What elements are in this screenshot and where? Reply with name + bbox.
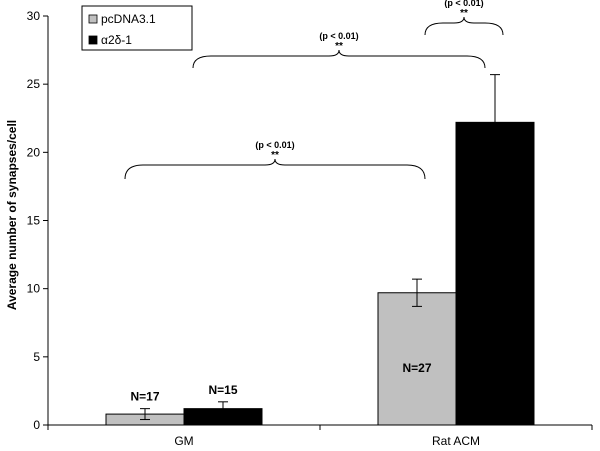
significance-stars: ** [460,8,468,19]
n-label: N=23 [480,226,509,240]
n-labels: N=17 N=15 N=27 N=23 [130,226,509,403]
significance-brackets: (p < 0.01)**(p < 0.01)**(p < 0.01)** [124,0,504,180]
x-category-label: Rat ACM [432,434,480,448]
y-axis-label: Average number of synapses/cell [5,120,19,310]
legend-label-pcdna: pcDNA3.1 [101,12,156,26]
significance-p-label: (p < 0.01) [319,31,358,41]
significance-stars: ** [335,41,343,52]
error-bars [140,74,500,421]
legend: pcDNA3.1 α2δ-1 [81,5,193,51]
bars [105,121,535,426]
legend-label-a2d1: α2δ-1 [101,33,132,47]
significance-brace [424,16,504,36]
y-axis-ticks: 0 5 10 15 20 25 30 [27,9,48,432]
y-tick-label: 15 [27,214,41,228]
y-tick-label: 5 [33,350,40,364]
bar [377,292,457,426]
bar [455,121,535,426]
y-tick-label: 25 [27,77,41,91]
significance-brace [192,49,486,69]
n-label: N=17 [130,390,159,404]
legend-swatch-a2d1 [88,35,98,45]
y-tick-label: 0 [33,418,40,432]
legend-swatch-pcdna [88,14,98,24]
axes [47,16,593,430]
significance-p-label: (p < 0.01) [255,140,294,150]
n-label: N=15 [208,383,237,397]
x-category-label: GM [174,434,193,448]
y-tick-label: 20 [27,145,41,159]
y-tick-label: 30 [27,9,41,23]
significance-p-label: (p < 0.01) [444,0,483,8]
legend-box [81,5,193,51]
significance-brace [124,158,426,180]
n-label: N=27 [402,361,431,375]
y-tick-label: 10 [27,282,41,296]
significance-stars: ** [271,150,279,161]
x-axis-categories: GM Rat ACM [174,434,480,448]
